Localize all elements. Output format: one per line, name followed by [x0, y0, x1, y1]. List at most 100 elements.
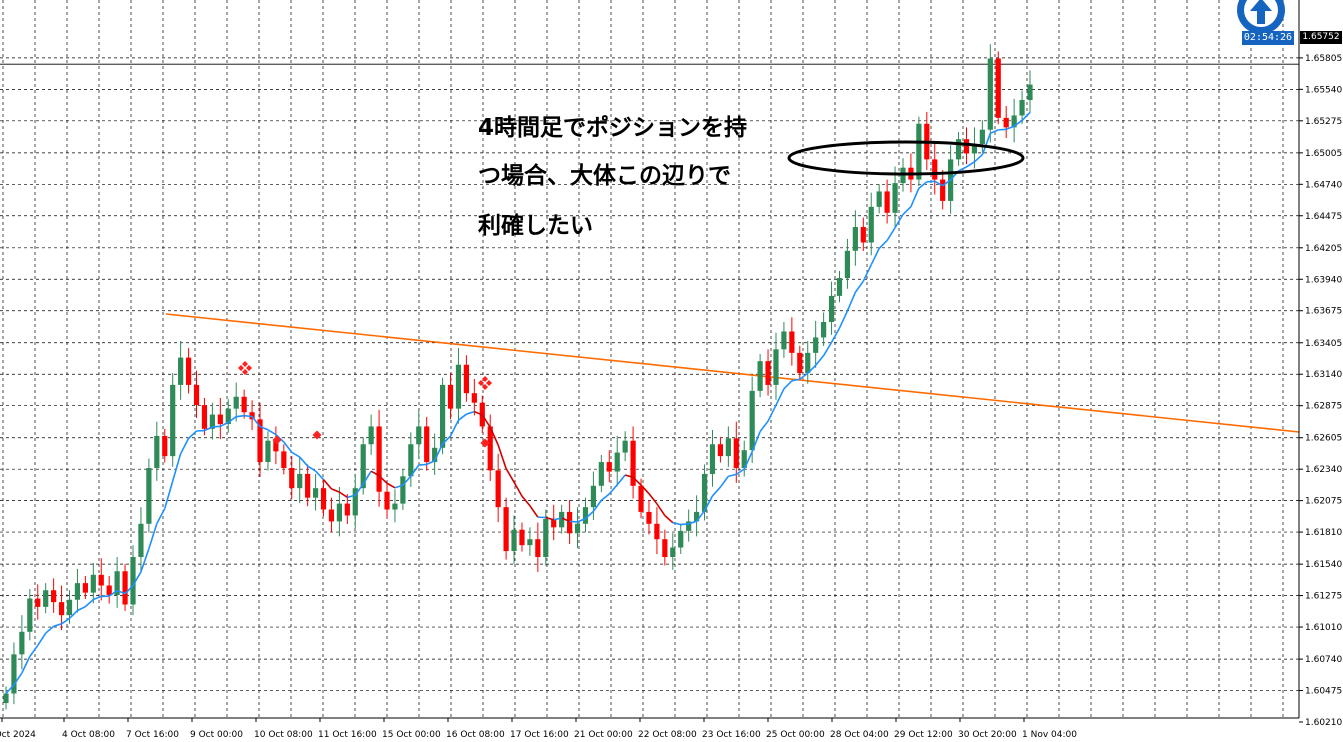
candle	[709, 430, 716, 487]
candle-body	[519, 529, 525, 546]
candle-body	[392, 503, 398, 510]
candle	[733, 421, 739, 483]
ma-segment	[163, 480, 174, 509]
candle-body	[932, 159, 938, 180]
candle-body	[241, 396, 247, 413]
ma-segment	[140, 548, 150, 573]
y-tick-label: 1.60475	[1305, 687, 1342, 697]
candle-body	[106, 585, 112, 595]
signal-diamond	[480, 438, 490, 448]
candle	[376, 409, 382, 507]
candle	[312, 473, 319, 511]
candle-body	[582, 507, 589, 524]
y-tick-label: 1.61810	[1305, 528, 1342, 538]
candle-body	[892, 183, 898, 213]
candle-body	[979, 129, 985, 144]
ma-segment	[362, 470, 372, 485]
highlight-ellipse-layer	[787, 140, 1025, 176]
candle	[559, 504, 565, 534]
ma-segment	[902, 206, 912, 215]
candle	[447, 373, 454, 420]
x-tick-label: 4 Oct 08:00	[62, 730, 115, 740]
y-tick-label: 1.64740	[1305, 180, 1342, 190]
candle-body	[622, 440, 628, 453]
candle	[392, 489, 398, 523]
ma-segment	[822, 341, 833, 357]
signal-diamond	[482, 384, 488, 390]
signal-markers-layer	[238, 361, 492, 448]
candle	[757, 354, 763, 398]
ma-segment	[37, 632, 47, 646]
candle-body	[884, 191, 890, 213]
x-tick-label: 22 Oct 08:00	[638, 730, 697, 740]
candle-body	[551, 519, 557, 528]
ma-segment	[1005, 125, 1015, 131]
diamond-icon	[478, 376, 492, 390]
y-tick-label: 1.62605	[1305, 434, 1342, 444]
ma-segment	[989, 129, 999, 135]
x-tick-label: 25 Oct 00:00	[766, 730, 825, 740]
ma-segment	[878, 239, 888, 249]
candle-body	[154, 435, 160, 468]
diamond-icon	[238, 361, 252, 375]
candle-body	[781, 331, 787, 350]
ma-segment	[132, 571, 142, 586]
candle	[289, 456, 295, 499]
candle-body	[439, 384, 446, 448]
candle-body	[376, 426, 382, 492]
y-tick-label: 1.65005	[1305, 149, 1342, 159]
candle-body	[963, 139, 970, 154]
ma-segment	[489, 426, 499, 446]
candle	[686, 509, 692, 542]
ma-segment	[227, 416, 237, 424]
diamond-icon	[272, 435, 282, 445]
candle	[630, 426, 636, 499]
candle	[170, 373, 176, 467]
ma-segment	[577, 517, 586, 523]
ma-segment	[171, 453, 182, 482]
ma-segment	[299, 456, 309, 467]
ma-segment	[521, 495, 531, 507]
candle-body	[368, 426, 374, 445]
y-tick-label: 1.62075	[1305, 497, 1342, 507]
ma-segment	[481, 414, 491, 428]
candle-body	[813, 337, 819, 353]
candle	[535, 522, 541, 572]
candle	[130, 545, 136, 616]
candle	[884, 179, 890, 224]
candle-body	[424, 426, 430, 463]
y-tick-label: 1.65540	[1305, 85, 1342, 95]
candle	[582, 497, 589, 533]
candle-body	[844, 250, 851, 279]
candle-body	[670, 547, 676, 558]
candle-body	[35, 598, 41, 607]
candle-body	[971, 143, 978, 154]
candle	[217, 397, 223, 440]
ma-segment	[68, 610, 79, 620]
ma-segment	[505, 468, 515, 483]
candle-body	[495, 470, 501, 508]
signal-diamond	[238, 365, 244, 371]
arrow-up-icon[interactable]	[1236, 0, 1286, 34]
y-tick-label: 1.64475	[1305, 212, 1342, 222]
candle-body	[868, 206, 874, 243]
ma-segment	[212, 425, 221, 428]
ma-segment	[735, 468, 745, 476]
ma-segment	[124, 584, 134, 595]
candle-body	[527, 539, 533, 546]
candle-body	[27, 598, 33, 632]
ma-segment	[370, 470, 380, 477]
candle-body	[273, 440, 279, 452]
x-tick-label: 16 Oct 08:00	[446, 730, 505, 740]
ma-segment	[378, 475, 388, 484]
candle	[495, 453, 501, 523]
candle-body	[749, 390, 755, 451]
candle	[35, 584, 41, 620]
candle	[606, 450, 612, 483]
ma-segment	[672, 521, 681, 526]
ma-segment	[338, 491, 348, 498]
candle	[892, 166, 898, 228]
ma-segment	[188, 430, 198, 439]
candle	[916, 116, 922, 186]
